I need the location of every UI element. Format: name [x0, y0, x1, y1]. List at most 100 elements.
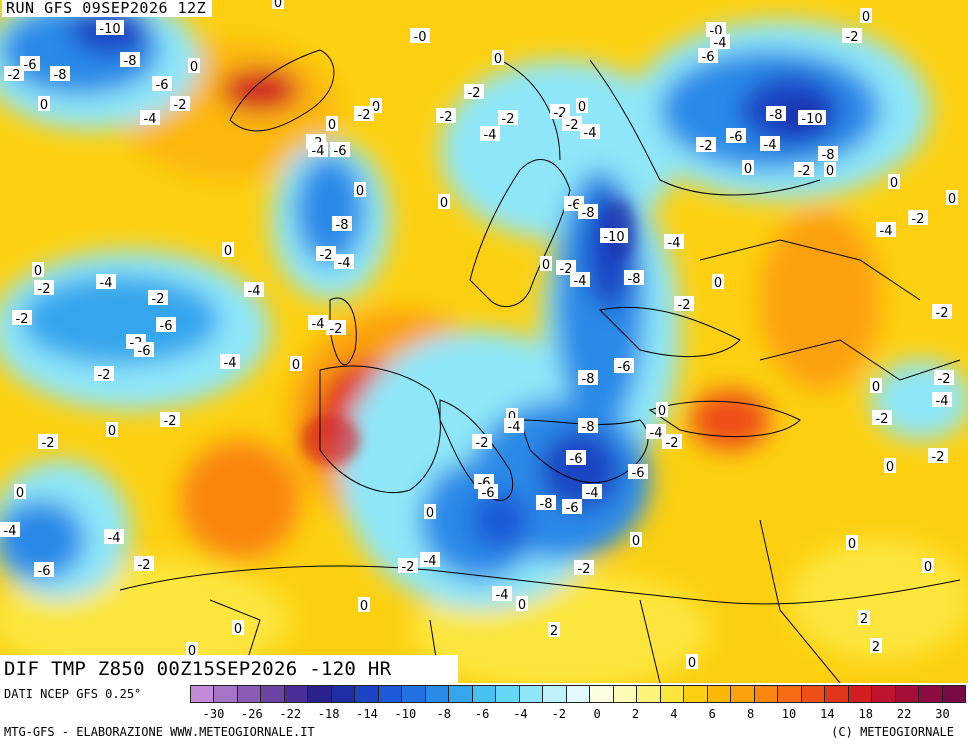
- contour-label: 0: [188, 58, 200, 75]
- contour-label: -6: [20, 56, 40, 73]
- contour-label-text: -10: [603, 230, 624, 245]
- coastlines: [119, 49, 961, 683]
- contour-label-text: -4: [100, 276, 113, 291]
- color-scale-cell: [425, 686, 450, 702]
- color-scale-cell: [519, 686, 544, 702]
- color-scale-cell: [543, 686, 567, 702]
- contour-label-text: -4: [484, 128, 497, 143]
- contour-label: -4: [582, 484, 602, 501]
- contour-label-text: -6: [24, 58, 37, 73]
- contour-label: -4: [932, 392, 952, 409]
- contour-label-text: 0: [948, 192, 956, 207]
- contour-label: -2: [574, 560, 594, 577]
- contour-label: 0: [438, 194, 450, 211]
- contour-label-text: -2: [798, 164, 811, 179]
- contour-label-text: -2: [846, 30, 859, 45]
- contour-label-text: -6: [156, 78, 169, 93]
- contour-label: -2: [674, 296, 694, 313]
- color-scale-tick: -2: [551, 707, 567, 721]
- contour-label-text: 0: [714, 276, 722, 291]
- contour-value-labels: -100-2-6-8-8-60-2-40-00-20-20-2-4-2 -2 0-2…: [0, 0, 958, 671]
- contour-label: -6: [330, 142, 350, 159]
- contour-label-text: 0: [234, 622, 242, 637]
- contour-label: 2: [870, 638, 882, 655]
- color-scale-cell: [331, 686, 356, 702]
- contour-label-text: -2: [578, 562, 591, 577]
- contour-label: -8: [578, 370, 598, 387]
- contour-label-text: -2: [16, 312, 29, 327]
- contour-label-text: -2: [38, 282, 51, 297]
- contour-label-text: -8: [54, 68, 67, 83]
- contour-label-text: -8: [582, 206, 595, 221]
- contour-label-text: 2: [860, 612, 868, 627]
- contour-label-text: -4: [574, 274, 587, 289]
- contour-label-text: 0: [744, 162, 752, 177]
- contour-label: 0: [888, 174, 900, 191]
- contour-label: -4: [308, 142, 328, 159]
- contour-label-text: 0: [440, 196, 448, 211]
- contour-label: -2: [94, 366, 114, 383]
- contour-label: 0: [516, 596, 528, 613]
- contour-label-text: -6: [730, 130, 743, 145]
- contour-label-text: -4: [312, 317, 325, 332]
- contour-label: -10: [96, 20, 124, 37]
- contour-label-text: -2: [152, 292, 165, 307]
- contour-label-text: 0: [34, 264, 42, 279]
- contour-label: -8: [536, 495, 556, 512]
- contour-label-text: 0: [542, 258, 550, 273]
- color-scale-bar: [190, 685, 966, 703]
- color-scale-cell: [895, 686, 920, 702]
- color-scale-cell: [637, 686, 661, 702]
- contour-label: -6: [698, 48, 718, 65]
- contour-label-text: -4: [312, 144, 325, 159]
- contour-label-text: -2: [566, 118, 579, 133]
- contour-label-text: 0: [862, 10, 870, 25]
- color-scale-cell: [707, 686, 732, 702]
- contour-label: -6: [726, 128, 746, 145]
- contour-label: -6: [562, 499, 582, 516]
- contour-label-text: -2: [932, 450, 945, 465]
- color-scale-cell: [872, 686, 896, 702]
- contour-label-text: 0: [40, 98, 48, 113]
- contour-label-text: 2: [872, 640, 880, 655]
- contour-label: 0: [540, 256, 552, 273]
- contour-label: 0: [846, 535, 858, 552]
- contour-label-text: -6: [334, 144, 347, 159]
- contour-label-text: -6: [568, 198, 581, 213]
- contour-label-text: -4: [584, 126, 597, 141]
- contour-label: -8: [50, 66, 70, 83]
- contour-label-text: -4: [880, 224, 893, 239]
- color-scale-cell: [472, 686, 497, 702]
- contour-label-text: -2: [678, 298, 691, 313]
- contour-label: -4: [0, 522, 20, 539]
- contour-label: -8: [818, 146, 838, 163]
- contour-label-text: -4: [108, 531, 121, 546]
- color-scale-cell: [261, 686, 285, 702]
- contour-label: -2: [662, 434, 682, 451]
- contour-label: -2: [556, 260, 576, 277]
- contour-label: -2: [794, 162, 814, 179]
- color-scale-cell: [355, 686, 379, 702]
- contour-label: 0: [712, 274, 724, 291]
- contour-label-text: 0: [508, 410, 516, 425]
- contour-label-text: 0: [578, 100, 586, 115]
- contour-label: 0: [38, 96, 50, 113]
- contour-label: 0: [824, 162, 836, 179]
- contour-label: 0: [686, 654, 698, 671]
- color-scale-tick: -18: [317, 707, 340, 721]
- contour-label: -2: [398, 558, 418, 575]
- color-scale-tick: -30: [202, 707, 225, 721]
- contour-label: 0: [870, 378, 882, 395]
- color-scale-tick: 8: [747, 707, 755, 721]
- contour-label-text: 0: [890, 176, 898, 191]
- contour-label: -2: [316, 246, 336, 263]
- contour-label-text: -8: [822, 148, 835, 163]
- contour-label-text: -6: [618, 360, 631, 375]
- color-scale-cell: [848, 686, 873, 702]
- color-scale-cell: [378, 686, 403, 702]
- contour-label-text: 0: [518, 598, 526, 613]
- contour-label: -8: [624, 270, 644, 287]
- contour-label: 2: [858, 610, 870, 627]
- color-scale-cell: [731, 686, 755, 702]
- contour-label-text: 0: [688, 656, 696, 671]
